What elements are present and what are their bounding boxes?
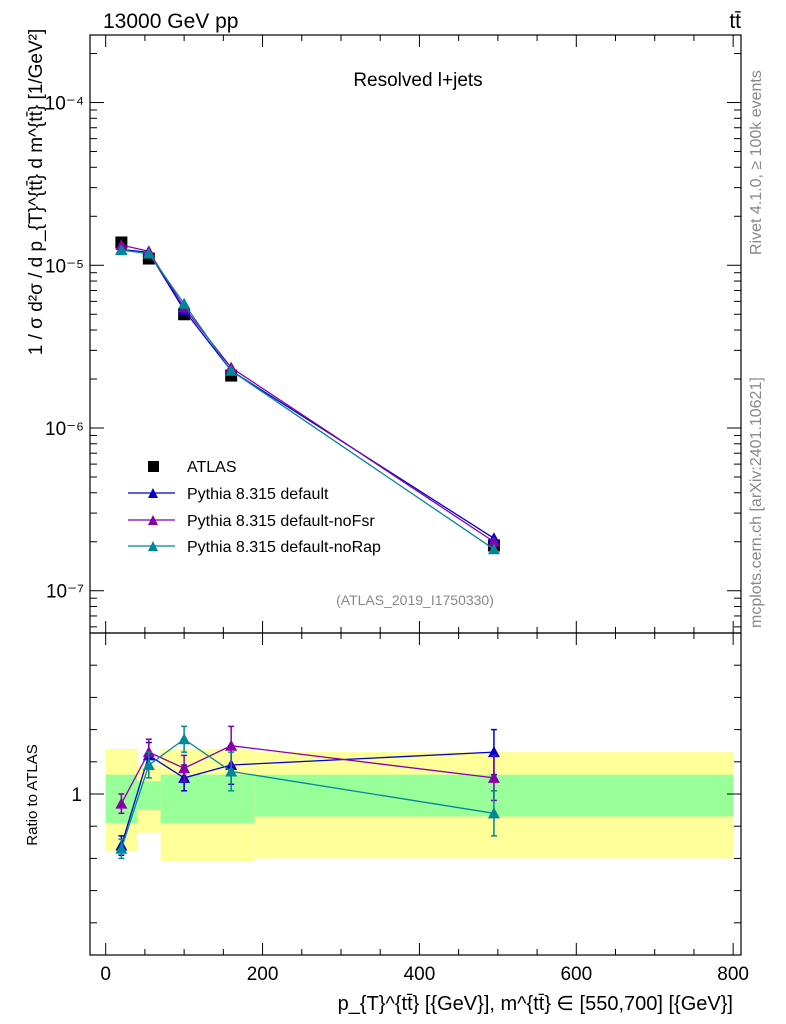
legend-label-atlas: ATLAS xyxy=(187,459,237,476)
ratio-marker-pythia-8-315-default-nofsr xyxy=(115,797,128,809)
marker-pythia-8-315-default-norap xyxy=(115,244,128,256)
legend: ATLAS Pythia 8.315 default Pythia 8.315 … xyxy=(128,459,381,556)
legend-label-norap: Pythia 8.315 default-noRap xyxy=(187,539,381,556)
ratio-x-tick-label: 0 xyxy=(100,964,111,985)
ratio-marker-pythia-8-315-default-nofsr xyxy=(225,739,238,751)
ratio-marker-pythia-8-315-default-norap xyxy=(487,807,500,819)
ratio-y-axis-label: Ratio to ATLAS xyxy=(24,744,41,845)
legend-marker-atlas xyxy=(148,461,159,472)
ratio-x-axis: 0 200 400 600 800 xyxy=(100,633,749,985)
marker-pythia-8-315-default-norap xyxy=(225,364,238,376)
analysis-label: (ATLAS_2019_I1750330) xyxy=(336,592,494,608)
legend-label-default: Pythia 8.315 default xyxy=(187,486,329,503)
marker-pythia-8-315-default-norap xyxy=(178,297,191,309)
ratio-y-axis: 1 xyxy=(71,632,741,956)
main-y-tick-label: 10⁻⁶ xyxy=(45,419,84,440)
marker-pythia-8-315-default-norap xyxy=(487,543,500,555)
energy-label: 13000 GeV pp xyxy=(103,10,238,33)
chart-title: Resolved l+jets xyxy=(353,70,482,91)
ratio-panel: Ratio to ATLAS 1 0 200 400 600 800 p_{T}^{tt… xyxy=(24,632,749,1015)
ratio-uncertainty-bands xyxy=(105,748,734,862)
main-panel: Resolved l+jets (ATLAS_2019_I1750330) 1 … xyxy=(26,29,742,634)
ratio-x-tick-label: 800 xyxy=(717,964,749,985)
legend-entry-default: Pythia 8.315 default xyxy=(128,486,329,503)
ratio-marker-pythia-8-315-default-nofsr xyxy=(178,762,191,774)
ratio-series-layer xyxy=(115,725,500,860)
main-y-tick-label: 10⁻⁷ xyxy=(46,582,84,603)
legend-label-nofsr: Pythia 8.315 default-noFsr xyxy=(187,513,375,530)
ratio-x-tick-label: 600 xyxy=(560,964,592,985)
legend-marker-nofsr xyxy=(148,515,158,525)
marker-pythia-8-315-default-nofsr xyxy=(487,535,500,547)
ratio-x-tick-label: 400 xyxy=(404,964,436,985)
ratio-marker-pythia-8-315-default-norap xyxy=(115,842,128,854)
marker-pythia-8-315-default-norap xyxy=(142,247,155,259)
main-y-axis-label: 1 / σ d²σ / d p_{T}^{tt̄} d m^{tt̄} [1/G… xyxy=(26,29,47,355)
ratio-x-tick-label: 200 xyxy=(247,964,279,985)
legend-entry-nofsr: Pythia 8.315 default-noFsr xyxy=(128,513,375,530)
main-x-axis xyxy=(105,35,734,633)
rivet-label: Rivet 4.1.0, ≥ 100k events xyxy=(748,70,765,255)
x-axis-label: p_{T}^{tt̄} [{GeV}], m^{tt̄} ∈ [550,700]… xyxy=(338,993,733,1015)
main-y-tick-label: 10⁻⁴ xyxy=(45,94,84,115)
ratio-marker-pythia-8-315-default-norap xyxy=(225,765,238,777)
ratio-y-tick-label: 1 xyxy=(71,785,82,806)
process-label: tt̄ xyxy=(729,10,741,33)
main-y-tick-label: 10⁻⁵ xyxy=(45,256,84,277)
main-series-layer xyxy=(115,236,500,555)
legend-marker-norap xyxy=(148,541,158,551)
main-y-axis: 10⁻⁴ 10⁻⁵ 10⁻⁶ 10⁻⁷ xyxy=(45,53,741,628)
ratio-marker-pythia-8-315-default xyxy=(487,746,500,758)
band-inner xyxy=(137,781,161,811)
site-label: mcplots.cern.ch [arXiv:2401.10621] xyxy=(748,377,765,628)
ratio-marker-pythia-8-315-default-norap xyxy=(142,759,155,771)
legend-entry-atlas: ATLAS xyxy=(148,459,237,476)
legend-marker-default xyxy=(148,488,158,498)
ratio-marker-pythia-8-315-default-nofsr xyxy=(487,771,500,783)
legend-entry-norap: Pythia 8.315 default-noRap xyxy=(128,539,381,556)
ratio-marker-pythia-8-315-default-norap xyxy=(178,733,191,745)
